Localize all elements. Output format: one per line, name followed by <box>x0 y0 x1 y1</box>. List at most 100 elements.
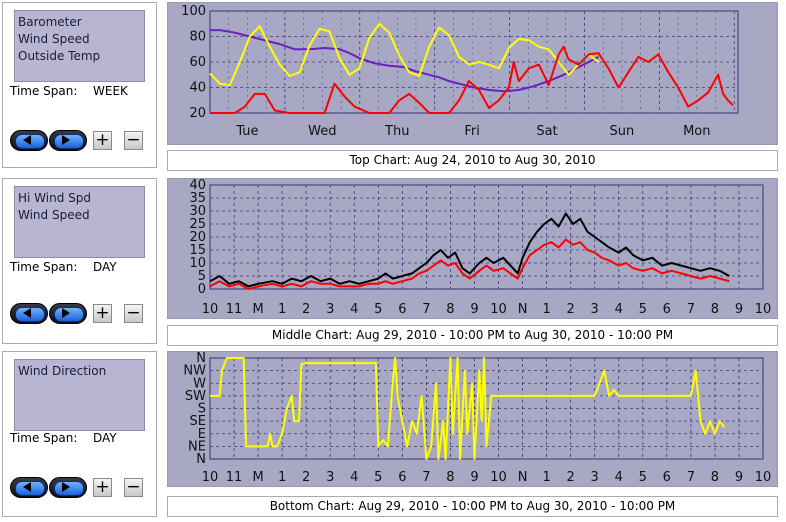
y-tick-label: NE <box>188 439 206 454</box>
control-panel-bottom: Wind Direction Time Span: DAY + − <box>2 351 157 517</box>
arrow-right-icon <box>62 482 70 492</box>
time-span-middle: Time Span: DAY <box>10 260 117 274</box>
x-tick-label: M <box>252 470 263 485</box>
series-list-item[interactable]: Wind Speed <box>18 208 90 222</box>
y-tick-label: E <box>198 427 206 442</box>
zoom-out-button[interactable]: − <box>124 304 143 323</box>
y-tick-label: 40 <box>189 179 206 193</box>
x-tick-label: 3 <box>591 302 599 317</box>
zoom-out-button[interactable]: − <box>124 131 143 150</box>
arrow-left-icon <box>23 482 31 492</box>
series-list-bottom[interactable]: Wind Direction <box>14 359 145 431</box>
zoom-in-button[interactable]: + <box>93 131 112 150</box>
x-tick-label: Wed <box>308 124 336 139</box>
x-tick-label: 11 <box>226 302 243 317</box>
series-list-item[interactable]: Wind Direction <box>18 364 107 378</box>
series-list-item[interactable]: Outside Temp <box>18 49 101 63</box>
x-tick-label: 9 <box>735 302 743 317</box>
series-list-top[interactable]: Barometer Wind Speed Outside Temp <box>14 10 145 82</box>
y-tick-label: 60 <box>189 55 206 70</box>
series-list-item[interactable]: Wind Speed <box>18 32 90 46</box>
x-tick-label: 3 <box>326 302 334 317</box>
y-tick-label: 35 <box>189 191 206 206</box>
y-tick-label: 30 <box>189 204 206 219</box>
x-tick-label: 4 <box>615 302 623 317</box>
x-tick-label: 6 <box>398 470 406 485</box>
series-line-barometer <box>210 29 599 93</box>
x-tick-label: 6 <box>398 302 406 317</box>
series-list-middle[interactable]: Hi Wind Spd Wind Speed <box>14 186 145 258</box>
x-tick-label: 8 <box>446 302 454 317</box>
x-tick-label: Sun <box>610 124 635 139</box>
prev-button[interactable] <box>10 477 48 498</box>
next-button[interactable] <box>49 477 87 498</box>
next-button[interactable] <box>49 303 87 324</box>
y-tick-label: S <box>198 402 206 417</box>
arrow-left-icon <box>23 308 31 318</box>
x-tick-label: 2 <box>567 302 575 317</box>
time-span-value[interactable]: WEEK <box>93 84 128 98</box>
y-tick-label: 20 <box>189 230 206 245</box>
x-tick-label: 7 <box>687 470 695 485</box>
time-span-value[interactable]: DAY <box>93 431 117 445</box>
x-tick-label: 5 <box>374 302 382 317</box>
x-tick-label: 2 <box>302 470 310 485</box>
series-list-item[interactable]: Barometer <box>18 15 82 29</box>
x-tick-label: M <box>252 302 263 317</box>
time-span-label: Time Span: <box>10 260 78 274</box>
x-tick-label: 6 <box>663 302 671 317</box>
y-tick-label: 25 <box>189 217 206 232</box>
series-line-wind-direction <box>210 357 726 460</box>
plot-area <box>209 10 739 114</box>
middle-chart[interactable]: 0 5 10 15 20 25 30 35 40 10 11 M 1 2 3 4 5 6 7 8 9 10 N 1 2 3 4 5 6 7… <box>167 178 778 319</box>
series-list-item[interactable]: Hi Wind Spd <box>18 191 91 205</box>
y-tick-label: SW <box>185 389 206 404</box>
x-tick-label: 10 <box>202 470 219 485</box>
top-chart[interactable]: 20 40 60 80 100 Tue Wed Thu Fri Sat Sun Mon <box>167 2 778 145</box>
x-tick-label: 10 <box>202 302 219 317</box>
x-tick-label: 7 <box>422 470 430 485</box>
y-tick-label: N <box>196 452 206 467</box>
x-tick-label: 11 <box>226 470 243 485</box>
next-button[interactable] <box>49 130 87 151</box>
top-chart-caption: Top Chart: Aug 24, 2010 to Aug 30, 2010 <box>167 150 778 171</box>
x-tick-label: 2 <box>302 302 310 317</box>
x-tick-label: N <box>518 470 528 485</box>
time-span-value[interactable]: DAY <box>93 260 117 274</box>
series-line-wind-speed <box>210 45 734 114</box>
x-tick-label: Fri <box>464 124 480 139</box>
prev-button[interactable] <box>10 303 48 324</box>
x-tick-label: 10 <box>490 470 507 485</box>
zoom-out-button[interactable]: − <box>124 478 143 497</box>
y-tick-label: 80 <box>189 30 206 45</box>
bottom-chart-caption: Bottom Chart: Aug 29, 2010 - 10:00 PM to… <box>167 496 778 517</box>
x-tick-label: 1 <box>542 470 550 485</box>
y-tick-label: 100 <box>181 4 206 19</box>
x-tick-label: Thu <box>384 124 409 139</box>
middle-chart-caption: Middle Chart: Aug 29, 2010 - 10:00 PM to… <box>167 325 778 346</box>
x-tick-label: 7 <box>422 302 430 317</box>
series-line-wind-speed <box>209 238 730 290</box>
prev-button[interactable] <box>10 130 48 151</box>
time-span-label: Time Span: <box>10 84 78 98</box>
y-tick-label: N <box>196 352 206 366</box>
x-tick-label: 8 <box>446 470 454 485</box>
y-tick-label: W <box>193 376 206 391</box>
x-tick-label: 10 <box>490 302 507 317</box>
bottom-chart[interactable]: N NE E SE S SW W NW N 10 11 M 1 2 3 4 5 6 7 8 9 10 N 1 2 3 4 5 6 7 8 9 1… <box>167 351 778 487</box>
x-tick-label: 8 <box>711 302 719 317</box>
x-tick-label: 9 <box>470 470 478 485</box>
y-tick-label: 0 <box>198 282 206 297</box>
zoom-in-button[interactable]: + <box>93 304 112 323</box>
arrow-right-icon <box>62 308 70 318</box>
y-tick-label: 5 <box>198 269 206 284</box>
x-tick-label: 3 <box>591 470 599 485</box>
control-panel-middle: Hi Wind Spd Wind Speed Time Span: DAY + − <box>2 178 157 344</box>
x-tick-label: Mon <box>683 124 710 139</box>
top-chart-svg: 20 40 60 80 100 Tue Wed Thu Fri Sat Sun Mon <box>181 4 739 139</box>
zoom-in-button[interactable]: + <box>93 478 112 497</box>
x-tick-label: 10 <box>755 470 772 485</box>
x-tick-label: 2 <box>567 470 575 485</box>
